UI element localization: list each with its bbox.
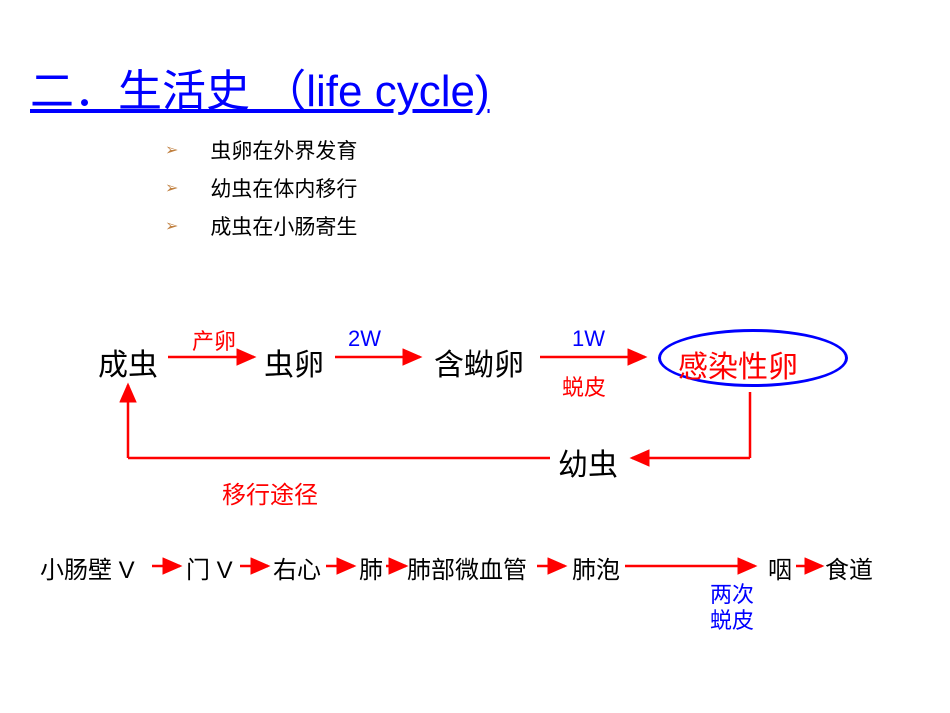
- path-node-portal-vein: 门 V: [186, 550, 233, 585]
- path-node-pharynx: 咽: [768, 550, 792, 585]
- label-two-weeks: 2W: [348, 326, 381, 352]
- bullet-item: ➢ 幼虫在体内移行: [165, 173, 357, 203]
- node-infective: 感染性卵: [678, 342, 798, 386]
- node-embryonated: 含蚴卵: [434, 340, 524, 384]
- page-title: 二．生活史 （life cycle): [30, 55, 490, 119]
- bullet-item: ➢ 虫卵在外界发育: [165, 135, 357, 165]
- node-larva: 幼虫: [558, 440, 618, 484]
- label-molt: 蜕皮: [562, 370, 606, 402]
- node-adult: 成虫: [98, 340, 158, 384]
- bullet-text: 虫卵在外界发育: [210, 135, 357, 165]
- bullet-item: ➢ 成虫在小肠寄生: [165, 211, 357, 241]
- path-node-esophagus: 食道: [825, 550, 873, 585]
- path-node-intestine-wall: 小肠壁 V: [40, 550, 135, 585]
- bullet-arrow-icon: ➢: [165, 140, 178, 160]
- label-migration: 移行途径: [222, 475, 318, 510]
- label-spawn: 产卵: [192, 324, 236, 356]
- label-one-week: 1W: [572, 326, 605, 352]
- bullet-arrow-icon: ➢: [165, 178, 178, 198]
- path-node-right-heart: 右心: [273, 550, 321, 585]
- path-node-lung-capillary: 肺部微血管: [407, 550, 527, 585]
- path-node-lung: 肺: [359, 550, 383, 585]
- node-egg: 虫卵: [264, 340, 324, 384]
- path-node-alveolus: 肺泡: [572, 550, 620, 585]
- bullet-text: 成虫在小肠寄生: [210, 211, 357, 241]
- bullet-arrow-icon: ➢: [165, 216, 178, 236]
- bullet-list: ➢ 虫卵在外界发育 ➢ 幼虫在体内移行 ➢ 成虫在小肠寄生: [165, 135, 357, 249]
- bullet-text: 幼虫在体内移行: [210, 173, 357, 203]
- label-twice-molt-2: 蜕皮: [710, 603, 754, 635]
